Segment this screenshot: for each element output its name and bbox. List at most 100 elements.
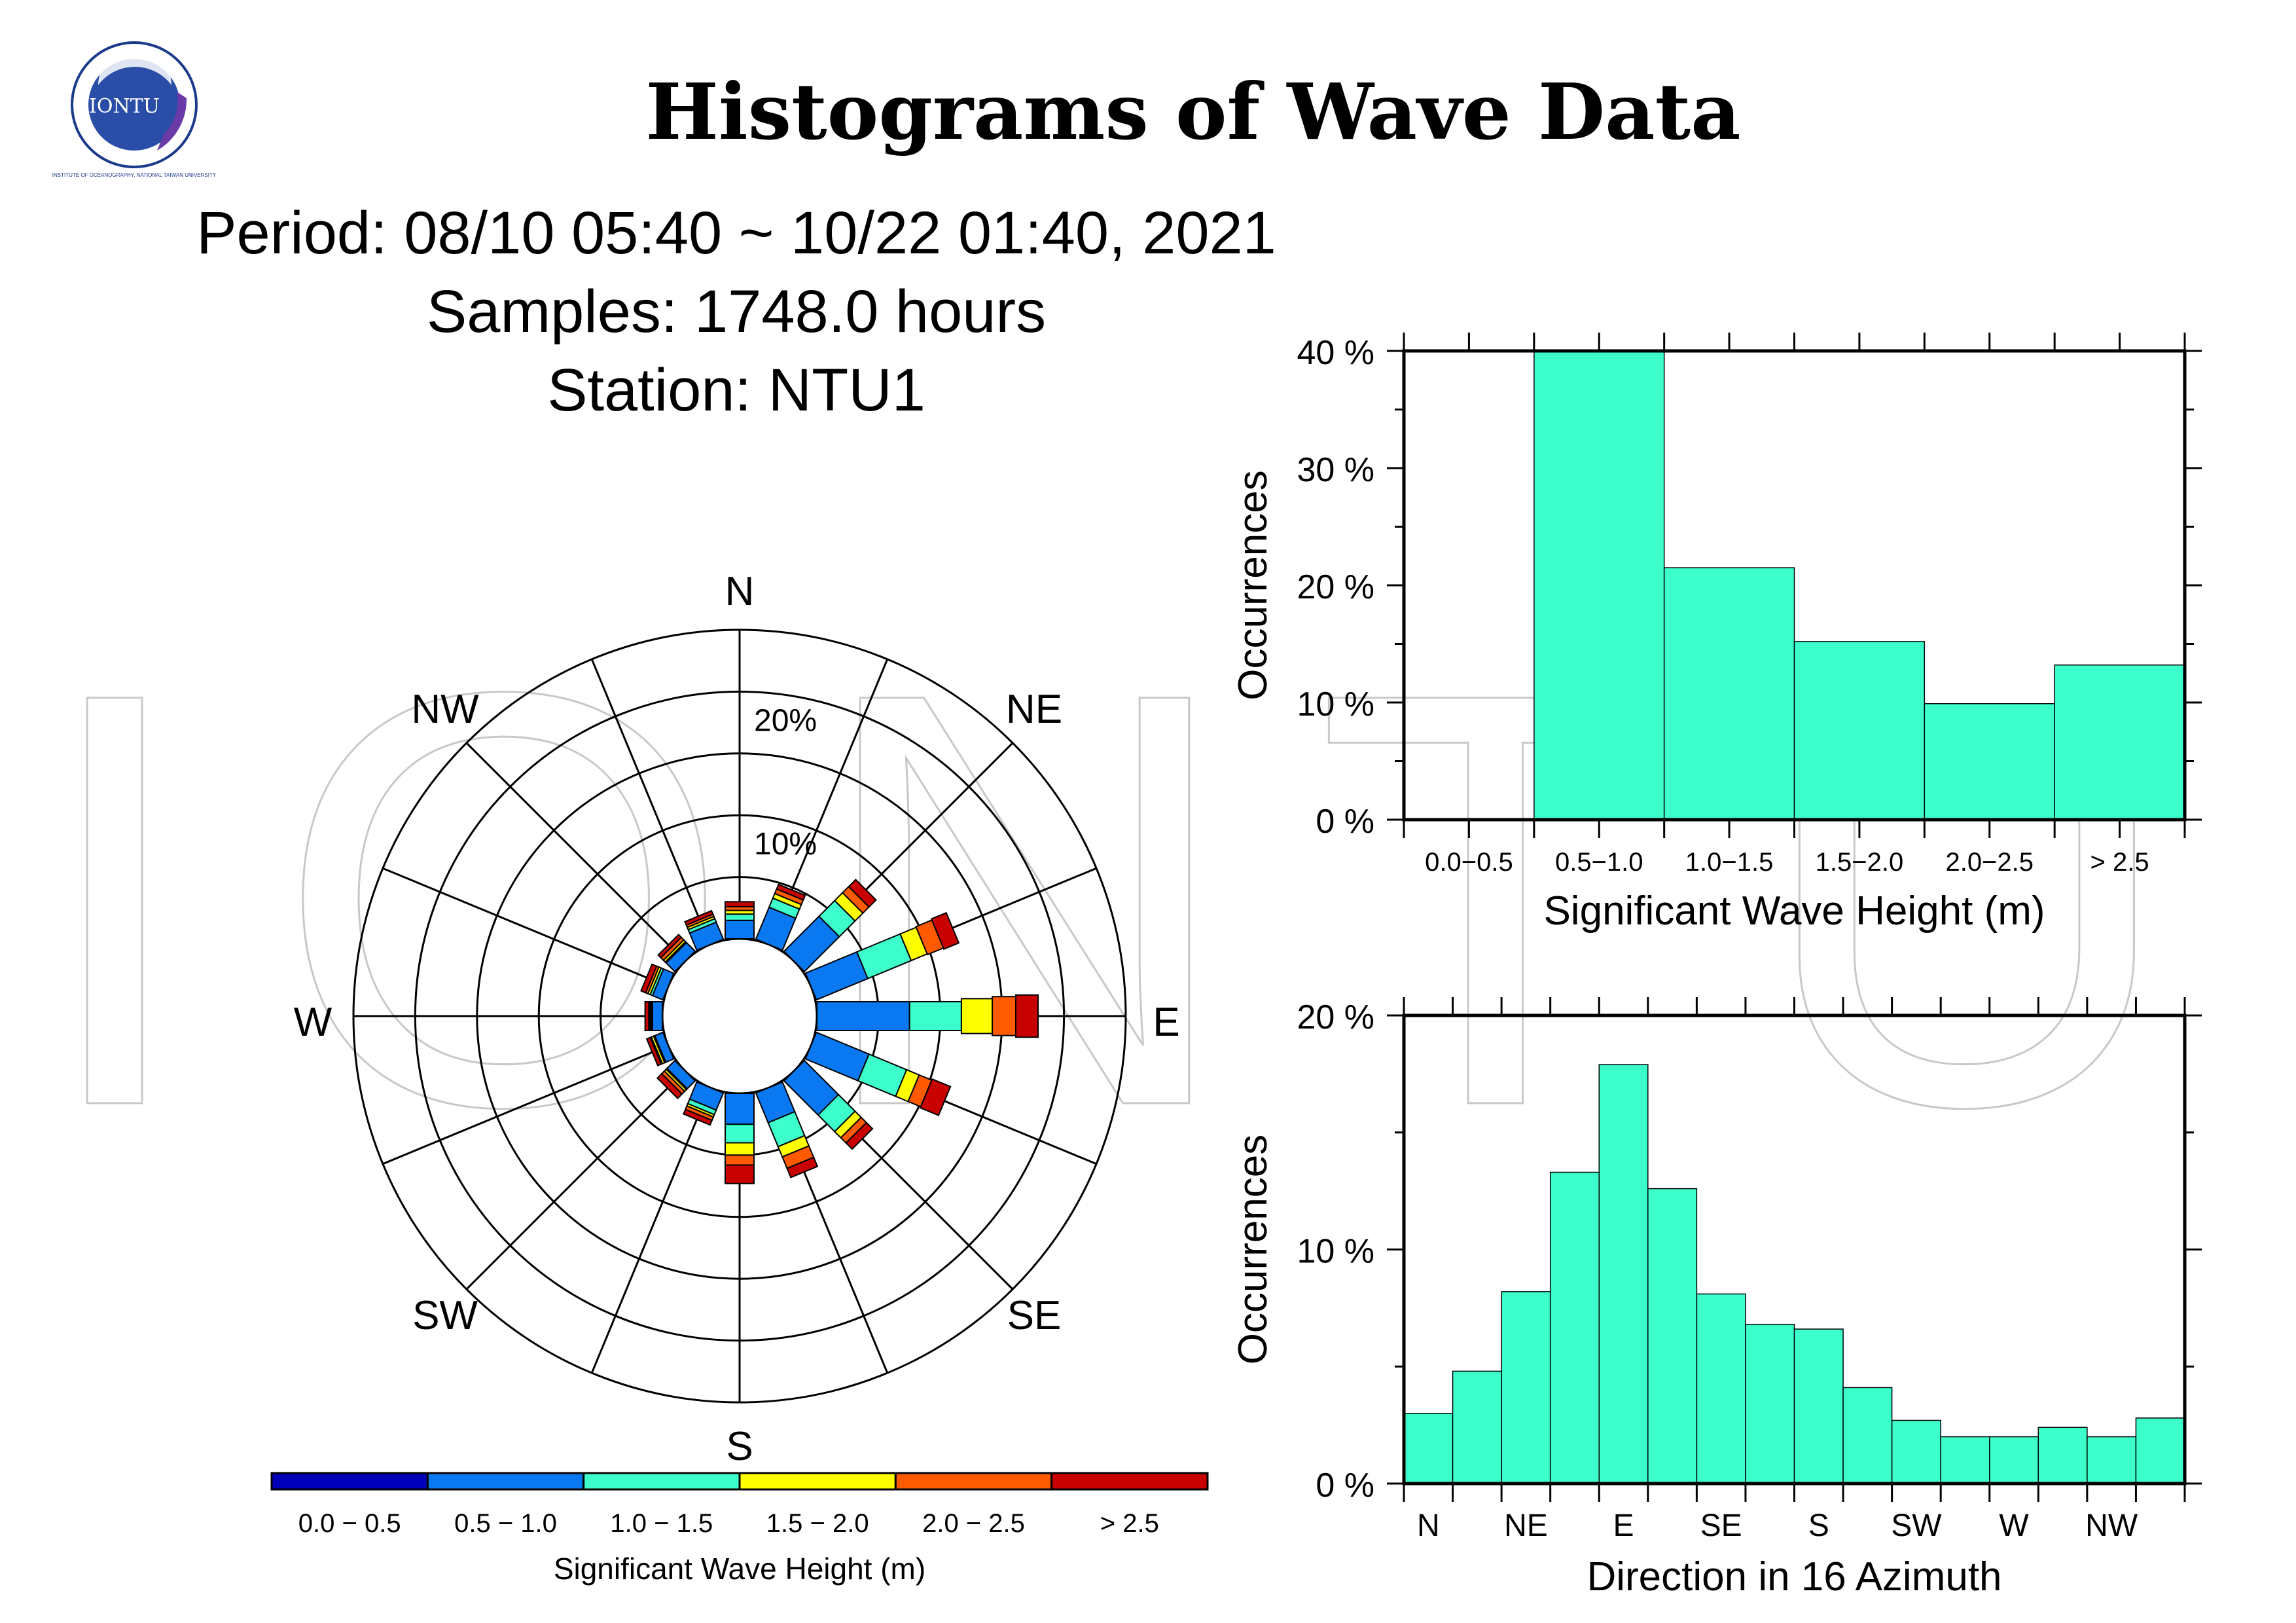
rose-segment-s-bin1: [725, 1093, 755, 1125]
figure-title: Histograms of Wave Data: [645, 66, 1740, 157]
rose-segment-w-bin5: [644, 1001, 650, 1031]
direction-hist-xtick-label: E: [1613, 1508, 1634, 1543]
height-hist-xtick-label: 1.5−2.0: [1816, 848, 1904, 877]
direction-hist-xtick-label: SE: [1700, 1508, 1742, 1543]
rose-grid: [352, 629, 1127, 1404]
rose-segment-e-bin3: [960, 998, 994, 1034]
rose-spoke: [382, 1044, 669, 1165]
height-hist-xtick-label: 2.0−2.5: [1945, 848, 2034, 877]
rose-segment-wsw-bin5: [645, 1036, 662, 1067]
height-hist-ytick-label: 0 %: [1316, 803, 1374, 841]
legend-bin-label: 1.5 − 2.0: [766, 1509, 869, 1538]
rose-segment-s-bin5: [725, 1164, 755, 1184]
direction-hist-ytick-label: 20 %: [1297, 998, 1374, 1036]
direction-hist-bar-se: [1696, 1293, 1746, 1484]
rose-segment-e-bin2: [908, 1001, 962, 1031]
rose-segment-wnw-bin5: [640, 963, 658, 994]
height-hist-ytick-label: 10 %: [1297, 685, 1374, 723]
height-hist-xtick-label: 1.0−1.5: [1685, 848, 1774, 877]
rose-spoke: [590, 659, 711, 945]
height-hist-xtick-label: 0.0−0.5: [1425, 848, 1513, 877]
direction-hist-xtick-label: SW: [1891, 1508, 1942, 1543]
direction-hist-xaxis-title: Direction in 16 Azimuth: [1587, 1554, 2001, 1599]
legend-swatch-1: [426, 1472, 585, 1491]
legend-swatch-5: [1050, 1472, 1209, 1491]
rose-segment-n-bin1: [725, 919, 755, 939]
legend-swatch-2: [583, 1472, 741, 1491]
legend-swatch-3: [738, 1472, 897, 1491]
legend-swatch-4: [894, 1472, 1053, 1491]
wave-height-legend: 0.0 − 0.5 0.5 − 1.0 1.0 − 1.5 1.5 − 2.0 2.0 …: [270, 1472, 1209, 1586]
legend-bin-label: 1.0 − 1.5: [610, 1509, 713, 1538]
wave-rose-chart: 10% 20% N NE E SE S SW W NW: [294, 569, 1180, 1469]
direction-hist-bar-ese: [1647, 1188, 1698, 1484]
rose-spoke: [465, 742, 686, 962]
rose-segment-ne-bin5: [848, 879, 877, 908]
height-hist-ytick-label: 40 %: [1297, 334, 1374, 372]
rose-segment-ssw-bin5: [682, 1108, 713, 1126]
direction-hist-bar-nw: [2087, 1436, 2137, 1484]
logo-text: IONTU: [89, 95, 160, 118]
height-hist-ytick-label: 20 %: [1297, 568, 1374, 606]
direction-hist-bar-sw: [1891, 1419, 1941, 1484]
rose-compass-label-ne: NE: [1006, 687, 1062, 732]
height-hist-ytick-label: 30 %: [1297, 451, 1374, 489]
legend-bin-label: > 2.5: [1100, 1509, 1159, 1538]
height-hist-bar-25: [2054, 664, 2185, 820]
direction-hist-bar-s: [1793, 1328, 1844, 1484]
direction-hist-bar-wsw: [1940, 1436, 1990, 1484]
height-hist-bar-1520: [1793, 641, 1926, 820]
direction-hist-bar-nne: [1452, 1370, 1502, 1484]
direction-hist-bar-ene: [1549, 1171, 1600, 1484]
rose-ring-label: 20%: [754, 703, 817, 738]
rose-segment-se-bin5: [845, 1122, 874, 1150]
rose-bars: [640, 879, 1039, 1184]
rose-segment-sse-bin5: [786, 1156, 819, 1178]
height-hist-bar-2025: [1924, 703, 2055, 820]
rose-segment-s-bin4: [725, 1154, 755, 1166]
rose-segment-nw-bin5: [657, 934, 683, 959]
direction-hist-ytick-label: 0 %: [1316, 1467, 1374, 1504]
logo-ring-text: INSTITUTE OF OCEANOGRAPHY, NATIONAL TAIW…: [52, 172, 217, 178]
direction-hist-yaxis-title: Occurrences: [1230, 1135, 1276, 1364]
direction-histogram: 0 % 10 % 20 % N NE E SE S SW W NW Direction in 16 A…: [1230, 997, 2202, 1599]
rose-ring-label: 10%: [754, 827, 817, 862]
rose-segment-nne-bin5: [776, 883, 806, 902]
legend-title: Significant Wave Height (m): [554, 1552, 925, 1586]
rose-segment-w-bin1: [651, 1001, 663, 1031]
direction-hist-xtick-label: N: [1417, 1508, 1440, 1543]
height-hist-xtick-label: 0.5−1.0: [1555, 848, 1643, 877]
rose-compass-label-se: SE: [1007, 1293, 1062, 1338]
rose-segment-ene-bin5: [930, 911, 960, 951]
rose-labels: 10% 20% N NE E SE S SW W NW: [294, 569, 1180, 1469]
rose-spoke: [465, 1070, 686, 1290]
direction-hist-bar-nnw: [2135, 1417, 2185, 1484]
legend-bin-label: 2.0 − 2.5: [922, 1509, 1025, 1538]
rose-center: [661, 938, 818, 1095]
height-hist-xtick-label: > 2.5: [2090, 848, 2149, 877]
direction-hist-bar-wnw: [2037, 1427, 2088, 1484]
height-hist-xaxis-title: Significant Wave Height (m): [1543, 888, 2045, 934]
rose-segment-ese-bin5: [919, 1078, 952, 1117]
rose-segment-n-bin5: [725, 901, 755, 907]
samples-text: Samples: 1748.0 hours: [427, 278, 1046, 345]
direction-hist-xtick-label: NE: [1504, 1508, 1548, 1543]
rose-segment-e-bin4: [992, 996, 1016, 1036]
rose-compass-label-sw: SW: [412, 1293, 478, 1338]
direction-hist-bar-sse: [1745, 1324, 1795, 1484]
height-hist-bar-1015: [1663, 567, 1795, 820]
rose-segment-n-bin2: [725, 913, 755, 921]
rose-segment-e-bin1: [816, 1001, 910, 1031]
direction-hist-bar-n: [1403, 1413, 1454, 1484]
height-histogram: 0 % 10 % 20 % 30 % 40 % 0.0−0.5 0.5−1.0 1.0−1.5…: [1230, 333, 2202, 934]
rose-spoke: [590, 1087, 711, 1374]
period-text: Period: 08/10 05:40 ~ 10/22 01:40, 2021: [196, 200, 1276, 266]
height-hist-bar-0510: [1534, 350, 1665, 820]
legend-swatch-0: [270, 1472, 429, 1491]
legend-bin-label: 0.5 − 1.0: [454, 1509, 557, 1538]
direction-hist-xtick-label: S: [1808, 1508, 1829, 1543]
rose-segment-e-bin5: [1015, 994, 1039, 1038]
direction-hist-bar-ssw: [1842, 1387, 1893, 1484]
direction-hist-bar-w: [1989, 1436, 2039, 1484]
